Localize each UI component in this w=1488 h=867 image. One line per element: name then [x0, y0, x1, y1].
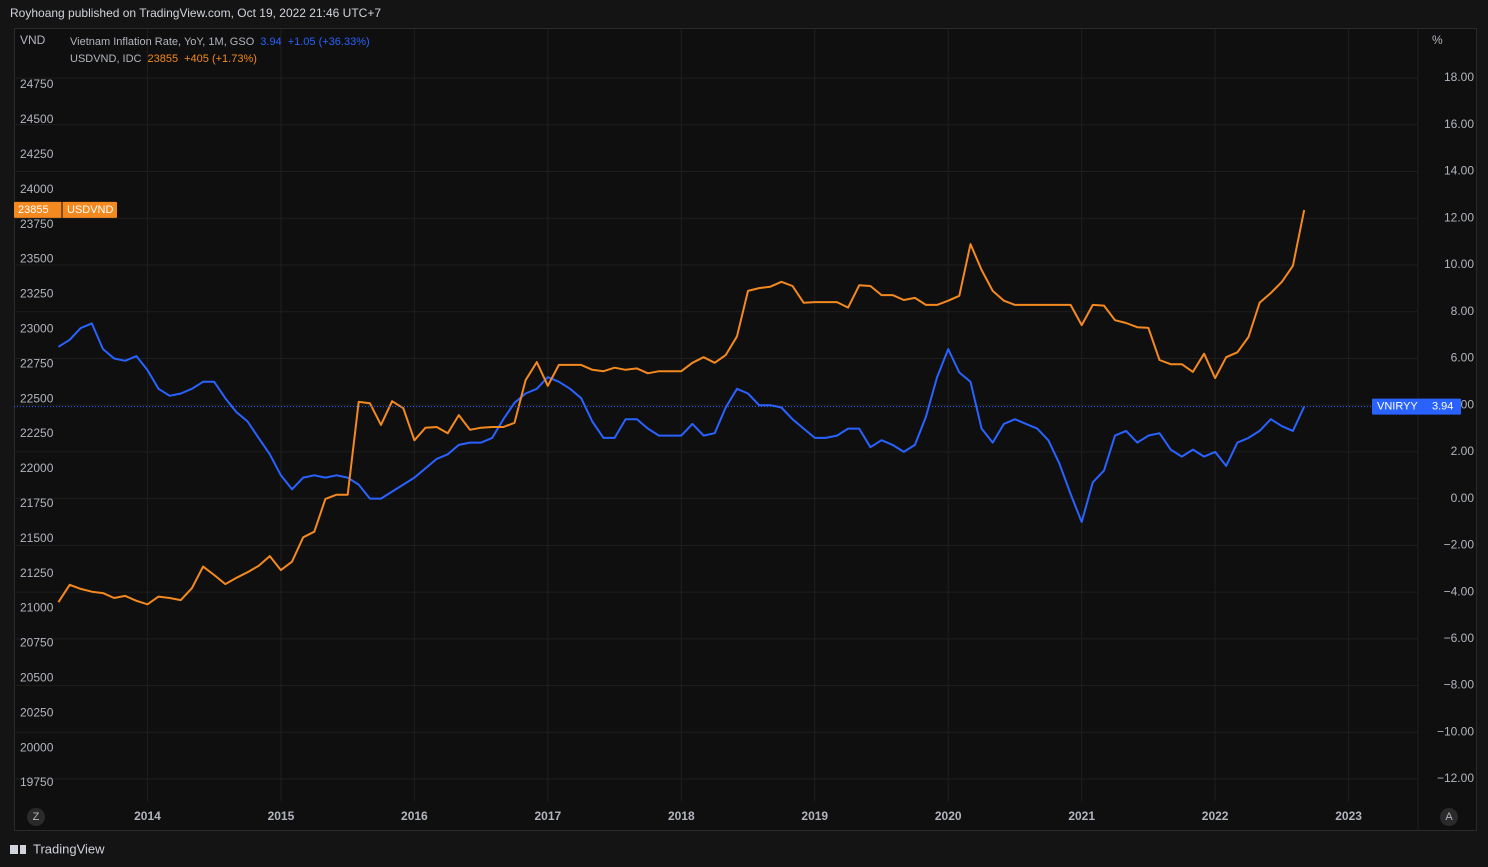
- y-tick-label: 24750: [20, 77, 54, 91]
- grid: [14, 29, 1418, 801]
- x-tick-label: 2023: [1335, 809, 1362, 823]
- y-tick-label: 24500: [20, 112, 54, 126]
- y-tick-label: 21000: [20, 601, 54, 615]
- y-tick-label: 22750: [20, 356, 54, 370]
- y2-tick-label: 18.00: [1444, 70, 1474, 84]
- y2-tick-label: −12.00: [1437, 771, 1474, 785]
- y2-tick-label: 2.00: [1451, 444, 1475, 458]
- price-tag-value: 23855: [18, 204, 49, 216]
- series-line: [57, 322, 1306, 523]
- y-tick-label: 20500: [20, 670, 54, 684]
- price-tag: [14, 201, 117, 218]
- y2-tick-label: 16.00: [1444, 117, 1474, 131]
- price-tag-name: VNIRYY: [1377, 400, 1418, 412]
- x-tick-label: 2017: [534, 809, 561, 823]
- scale-button[interactable]: [27, 808, 45, 826]
- y-tick-label: 24000: [20, 182, 54, 196]
- y-tick-label: 23750: [20, 217, 54, 231]
- chart-pane: [14, 28, 1477, 831]
- y2-tick-label: −4.00: [1444, 584, 1475, 598]
- y2-tick-label: 12.00: [1444, 210, 1474, 224]
- price-tag: [1372, 398, 1461, 415]
- legend-value: 3.94: [260, 36, 281, 48]
- x-tick-label: 2016: [401, 809, 428, 823]
- y-axis-unit: VND: [20, 33, 46, 47]
- y-tick-label: 24250: [20, 147, 54, 161]
- y-tick-label: 22500: [20, 391, 54, 405]
- x-tick-label: 2022: [1202, 809, 1229, 823]
- y-tick-label: 23500: [20, 252, 54, 266]
- legend-name: Vietnam Inflation Rate, YoY, 1M, GSO: [70, 36, 255, 48]
- legend-value: 23855: [148, 53, 179, 65]
- y2-tick-label: 10.00: [1444, 257, 1474, 271]
- labels: 2014 2015 2016 2017 2018 2019 2020 2021 2022 2023…: [14, 70, 1474, 823]
- x-tick-label: 2015: [268, 809, 295, 823]
- y2-tick-label: 8.00: [1451, 304, 1475, 318]
- brand-logo: [10, 845, 26, 854]
- y-tick-label: 21500: [20, 531, 54, 545]
- y-tick-label: 21250: [20, 566, 54, 580]
- y-tick-label: 22250: [20, 426, 54, 440]
- plot: [14, 209, 1418, 606]
- y-tick-label: 23250: [20, 287, 54, 301]
- price-tag-name: USDVND: [67, 204, 114, 216]
- legend-change: +405 (+1.73%): [184, 53, 257, 65]
- y-tick-label: 21750: [20, 496, 54, 510]
- brand-name: TradingView: [33, 841, 105, 856]
- series-line: [57, 209, 1306, 606]
- price-tag-value: 3.94: [1432, 400, 1453, 412]
- y2-tick-label: −8.00: [1444, 678, 1475, 692]
- y-tick-label: 23000: [20, 321, 54, 335]
- y-tick-label: 22000: [20, 461, 54, 475]
- y-tick-label: 20000: [20, 740, 54, 754]
- x-tick-label: 2014: [134, 809, 161, 823]
- x-tick-label: 2020: [935, 809, 962, 823]
- y2-tick-label: 6.00: [1451, 351, 1475, 365]
- y-tick-label: 20750: [20, 636, 54, 650]
- x-tick-label: 2021: [1068, 809, 1095, 823]
- y2-axis-unit: %: [1432, 33, 1443, 47]
- header-text: Royhoang published on TradingView.com, O…: [10, 6, 381, 20]
- y2-tick-label: −10.00: [1437, 724, 1474, 738]
- y2-tick-label: 0.00: [1451, 491, 1475, 505]
- y2-tick-label: 14.00: [1444, 164, 1474, 178]
- legend: Vietnam Inflation Rate, YoY, 1M, GSO 3.94…: [70, 36, 370, 65]
- legend-change: +1.05 (+36.33%): [288, 36, 370, 48]
- auto-button-label[interactable]: A: [1445, 811, 1453, 823]
- y-tick-label: 20250: [20, 705, 54, 719]
- auto-button[interactable]: [1440, 808, 1458, 826]
- scale-button-label[interactable]: Z: [33, 811, 40, 823]
- y-tick-label: 19750: [20, 775, 54, 789]
- x-tick-label: 2019: [801, 809, 828, 823]
- legend-name: USDVND, IDC: [70, 53, 142, 65]
- y2-tick-label: −6.00: [1444, 631, 1475, 645]
- y2-tick-label: −2.00: [1444, 538, 1475, 552]
- x-tick-label: 2018: [668, 809, 695, 823]
